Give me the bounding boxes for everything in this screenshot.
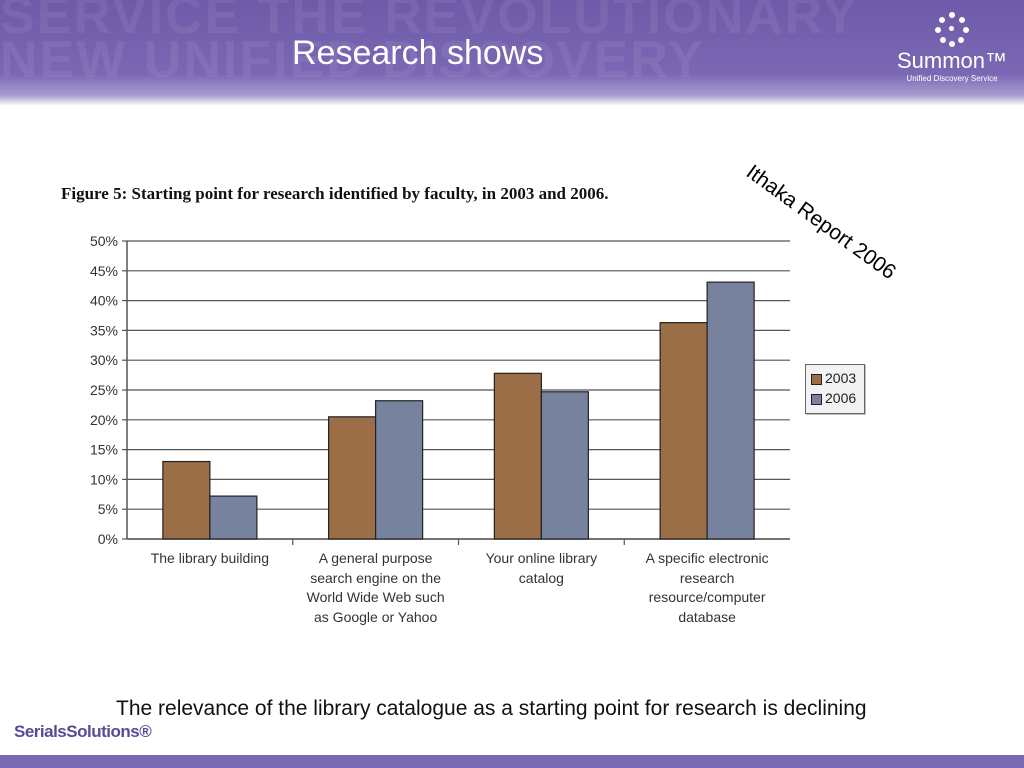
y-tick-label: 35%	[90, 322, 118, 338]
x-category-label-line: A general purpose	[318, 550, 433, 566]
bar-2006	[706, 281, 755, 540]
summon-logo: Summon™ Unified Discovery Service	[896, 12, 1008, 92]
y-tick-label: 5%	[98, 501, 118, 517]
legend-item-2006: 2006	[811, 390, 856, 408]
x-category-label-line: World Wide Web such	[306, 589, 445, 605]
x-category-label-line: A specific electronic	[645, 550, 769, 566]
x-category-label-line: The library building	[150, 550, 270, 566]
chart-legend: 2003 2006	[805, 364, 865, 414]
x-category-label-line: as Google or Yahoo	[314, 608, 438, 625]
chart-title: Figure 5: Starting point for research id…	[61, 184, 609, 203]
x-category-label-line: research	[679, 569, 735, 586]
bar-2006	[375, 400, 424, 540]
x-category-label: The library building	[128, 549, 292, 569]
y-tick-label: 0%	[98, 531, 118, 547]
y-tick-label: 25%	[90, 382, 118, 398]
y-tick-label: 20%	[90, 412, 118, 428]
serialssolutions-logo: SerialsSolutions®	[14, 722, 152, 741]
header-watermark: SERVICE THE REVOLUTIONARY NEW UNIFIED DI…	[0, 0, 859, 89]
x-category-label: A specific electronic research resource/co…	[625, 549, 789, 627]
bar-2006	[540, 391, 589, 540]
x-category-label-line: resource/computer	[648, 589, 766, 605]
legend-swatch-2006	[811, 393, 822, 405]
y-tick-label: 10%	[90, 471, 118, 487]
x-category-label: A general purpose search engine on the Wor…	[294, 549, 458, 627]
bar-2003	[162, 460, 211, 540]
bar-2003	[328, 416, 377, 540]
y-tick-label: 30%	[90, 352, 118, 368]
slide-title: Research shows	[292, 34, 544, 72]
logo-tagline: Unified Discovery Service	[906, 74, 998, 83]
slide-header: SERVICE THE REVOLUTIONARY NEW UNIFIED DI…	[0, 0, 1024, 106]
x-category-label-line: catalog	[518, 569, 564, 586]
y-tick-label: 45%	[90, 263, 118, 279]
x-category-label-line: Your online library	[485, 550, 598, 566]
legend-item-2003: 2003	[811, 370, 856, 388]
bar-2003	[493, 372, 542, 540]
slide-footer-text: The relevance of the library catalogue a…	[116, 697, 867, 720]
x-category-label-line: database	[678, 608, 736, 625]
y-tick-label: 15%	[90, 442, 118, 458]
logo-name: Summon™	[896, 48, 1008, 73]
x-category-label: Your online library catalog	[459, 549, 623, 588]
y-tick-label: 40%	[90, 293, 118, 309]
x-category-label-line: search engine on the	[310, 569, 441, 586]
bar-2006	[209, 495, 258, 540]
bar-2003	[659, 322, 708, 540]
summon-dots-icon	[932, 12, 972, 48]
bottom-bar	[0, 755, 1024, 768]
y-tick-label: 50%	[90, 233, 118, 249]
legend-swatch-2003	[811, 373, 822, 385]
